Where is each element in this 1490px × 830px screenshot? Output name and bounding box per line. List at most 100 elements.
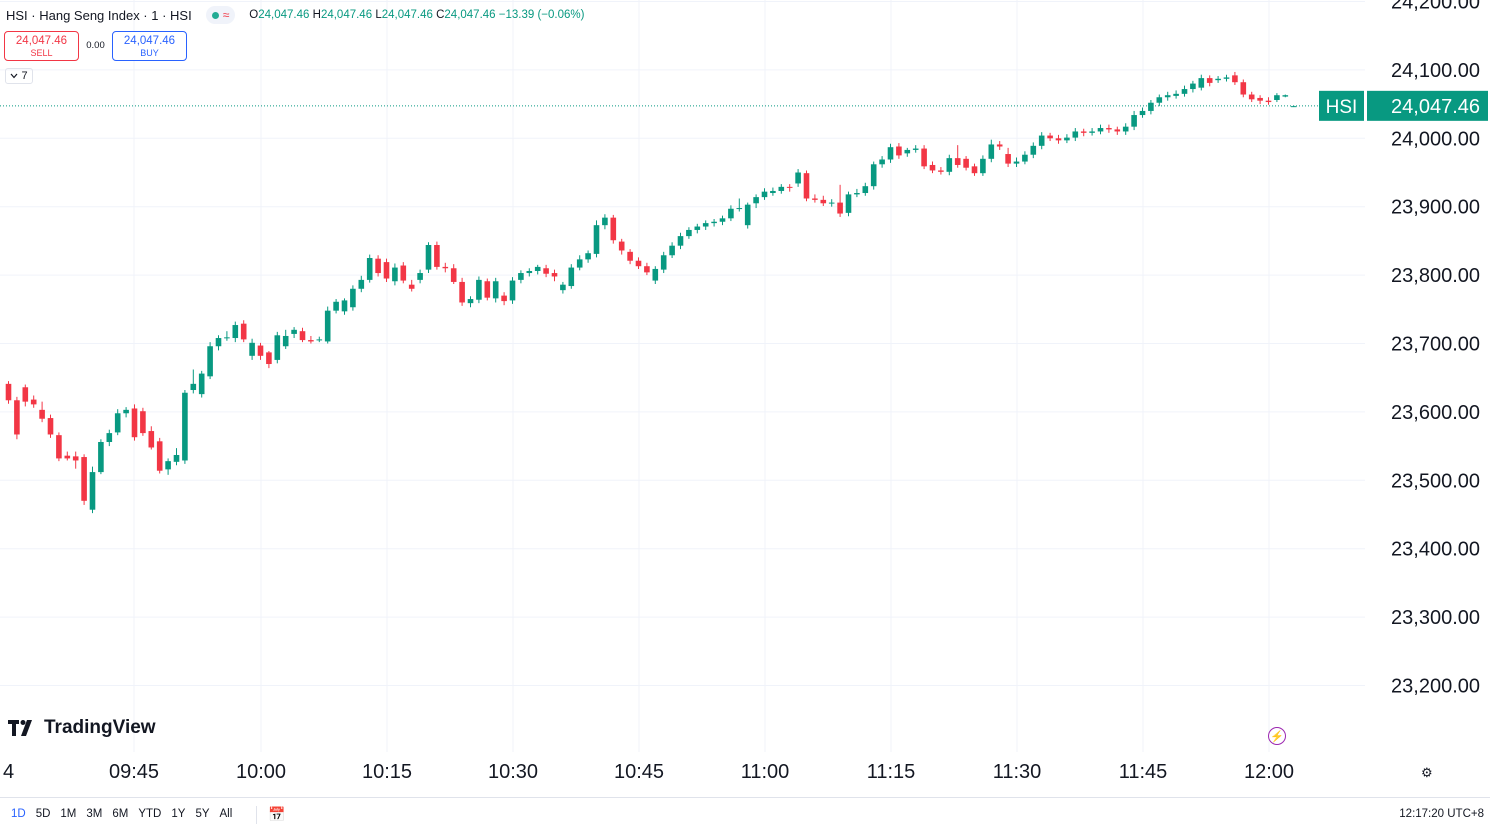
range-button-1m[interactable]: 1M	[60, 808, 77, 820]
candle-body	[56, 435, 62, 459]
candle-body	[501, 295, 507, 302]
candle-body	[47, 418, 54, 435]
candle-body	[627, 251, 633, 261]
candle-body	[156, 441, 163, 471]
ohlc-values: O24,047.46 H24,047.46 L24,047.46 C24,047…	[249, 9, 584, 21]
market-status[interactable]: ≈	[205, 6, 236, 24]
candle-body	[140, 411, 146, 434]
indicators-toggle[interactable]: 7	[5, 68, 33, 84]
candle	[198, 370, 205, 398]
candle-body	[954, 158, 961, 165]
badge-price: 24,047.46	[1391, 96, 1480, 118]
candle	[954, 145, 961, 168]
range-button-ytd[interactable]: YTD	[138, 808, 162, 820]
candle	[140, 407, 146, 436]
last-price-badge: HSI 24,047.46	[1319, 90, 1488, 121]
candle	[215, 335, 222, 351]
candle	[366, 254, 373, 283]
candle	[770, 187, 776, 196]
time-axis[interactable]: 4 09:45 10:00 10:15 10:30 10:45 11:00 11:15 11:3…	[3, 761, 1294, 783]
y-tick-label: 23,700.00	[1391, 334, 1480, 356]
range-button-5d[interactable]: 5D	[35, 808, 51, 820]
price-axis[interactable]: 24,200.00 24,100.00 24,000.00 23,900.00 23,8…	[1365, 0, 1490, 752]
candle-body	[870, 164, 877, 187]
sell-button[interactable]: 24,047.46 SELL	[4, 31, 79, 61]
range-button-all[interactable]: All	[219, 808, 233, 820]
candle-body	[837, 202, 843, 214]
candle	[425, 242, 432, 274]
candle	[1038, 132, 1045, 150]
candle	[22, 384, 29, 407]
candle	[1190, 80, 1196, 93]
candle-body	[862, 186, 869, 194]
candle	[1047, 132, 1053, 142]
candle	[400, 262, 407, 284]
candle-body	[1080, 131, 1087, 133]
range-button-6m[interactable]: 6M	[112, 808, 129, 820]
price-axis-bg	[1365, 0, 1490, 752]
candle	[434, 241, 440, 270]
candle	[551, 269, 558, 282]
candle	[1282, 94, 1289, 98]
candle-body	[400, 265, 407, 281]
range-button-1y[interactable]: 1Y	[171, 808, 186, 820]
candle-body	[291, 329, 297, 334]
candle	[803, 170, 810, 202]
lightning-icon[interactable]: ⚡	[1268, 727, 1286, 745]
candle-body	[98, 441, 104, 473]
candle	[114, 409, 121, 436]
candle	[896, 143, 902, 159]
clock-timezone[interactable]: 12:17:20 UTC+8	[1399, 808, 1484, 820]
candle-body	[509, 280, 516, 301]
settings-gear-icon[interactable]: ⚙	[1421, 765, 1433, 780]
candle	[333, 299, 339, 314]
low-label: L	[375, 9, 382, 21]
candle-body	[602, 217, 608, 226]
symbol-title[interactable]: HSI · Hang Seng Index · 1 · HSI	[6, 7, 192, 23]
open-value: 24,047.46	[258, 9, 310, 21]
candle-body	[459, 281, 465, 303]
candle-body	[198, 373, 205, 395]
range-button-5y[interactable]: 5Y	[195, 808, 210, 820]
candle	[702, 220, 709, 230]
candle	[946, 154, 953, 176]
candle-body	[350, 288, 356, 308]
candle	[744, 202, 751, 229]
candle-body	[375, 258, 381, 274]
candle	[1030, 142, 1037, 159]
candle-body	[89, 472, 96, 510]
candle	[131, 404, 138, 441]
candle-body	[686, 229, 692, 237]
buy-button[interactable]: 24,047.46 BUY	[112, 31, 187, 61]
candle	[837, 184, 843, 217]
range-button-1d[interactable]: 1D	[11, 808, 26, 820]
candle-body	[106, 433, 113, 442]
candle	[81, 454, 87, 505]
candle-body	[1290, 106, 1297, 108]
tradingview-logo[interactable]: TradingView	[8, 717, 156, 739]
candle-body	[207, 346, 213, 377]
date-range-selector: 1D 5D 1M 3M 6M YTD 1Y 5Y All	[6, 808, 237, 820]
candle-body	[1223, 77, 1230, 79]
sell-label: SELL	[30, 48, 53, 58]
calendar-goto-icon[interactable]: 📅	[268, 806, 286, 822]
candle	[123, 407, 129, 418]
candle	[1013, 157, 1020, 168]
candle	[845, 191, 852, 217]
range-button-3m[interactable]: 3M	[86, 808, 103, 820]
candle-body	[30, 399, 37, 405]
candle-body	[1240, 82, 1247, 95]
candle	[274, 331, 281, 364]
candle	[1198, 74, 1205, 91]
candle-body	[224, 337, 230, 339]
candle-body	[1106, 128, 1112, 130]
candle-body	[1164, 95, 1171, 98]
candle	[1122, 123, 1129, 135]
candle-body	[778, 186, 785, 191]
candle	[257, 342, 264, 360]
candle	[190, 369, 197, 394]
candle	[576, 255, 583, 271]
y-tick-label: 23,800.00	[1391, 265, 1480, 287]
candle	[5, 381, 12, 404]
